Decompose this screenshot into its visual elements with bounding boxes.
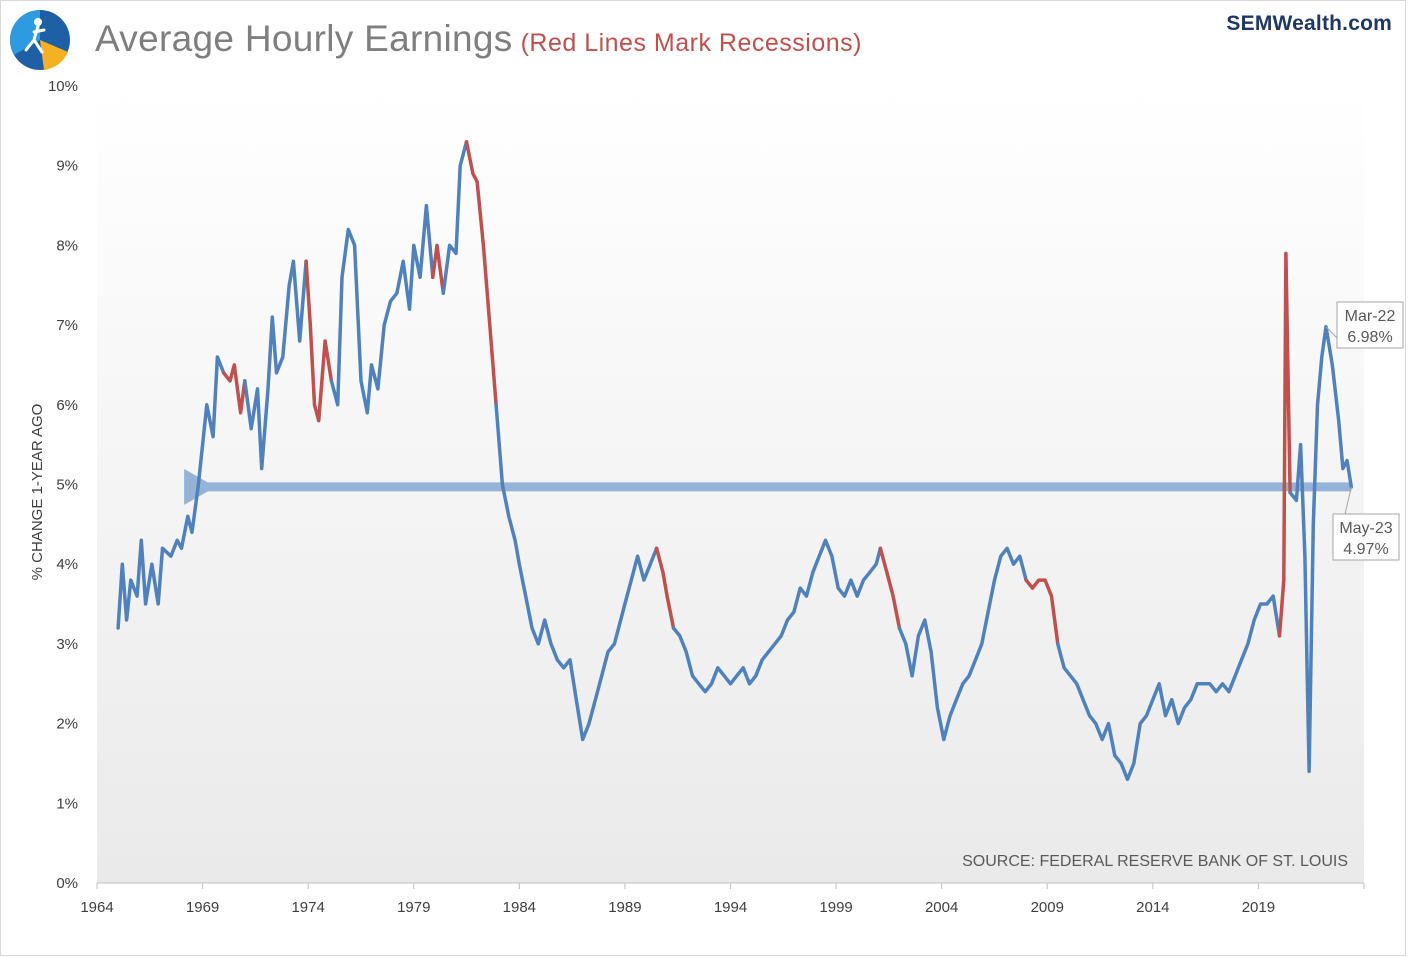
recession-line-segment (1024, 578, 1060, 646)
x-tick-label: 1989 (608, 899, 641, 916)
x-tick-label: 1964 (80, 899, 113, 916)
x-tick-label: 1974 (291, 899, 324, 916)
x-tick-label: 2014 (1136, 899, 1169, 916)
series-line-segment (671, 538, 883, 694)
chart-title: Average Hourly Earnings (Red Lines Mark R… (95, 18, 862, 59)
series-line-segment (1056, 594, 1282, 782)
recession-line-segment (878, 546, 902, 630)
y-tick-label: 6% (56, 397, 78, 414)
x-tick-label: 1994 (714, 899, 747, 916)
y-tick-label: 0% (56, 875, 78, 892)
callout-may-23: May-23 4.97% (1332, 486, 1400, 561)
y-tick-label: 7% (56, 317, 78, 334)
x-tick-label: 1999 (819, 899, 852, 916)
callout-box (1332, 513, 1400, 561)
recession-line-segment (431, 243, 446, 295)
series-line-segment (1288, 324, 1354, 774)
x-tick-label: 2009 (1031, 899, 1064, 916)
x-tick-label: 1979 (397, 899, 430, 916)
recession-line-segment (221, 363, 247, 415)
series-line-segment (441, 140, 469, 295)
callout-date: Mar-22 (1345, 308, 1396, 325)
y-tick-label: 1% (56, 795, 78, 812)
y-tick-label: 4% (56, 556, 78, 573)
brand-label: SEMWealth.com (1226, 12, 1392, 35)
recession-line-segment (464, 140, 498, 407)
series-line-segment (243, 259, 308, 471)
y-tick-label: 3% (56, 636, 78, 653)
recession-line-segment (304, 259, 334, 423)
y-axis-label: % CHANGE 1-YEAR AGO (29, 404, 46, 581)
y-tick-label: 5% (56, 477, 78, 494)
y-tick-label: 2% (56, 716, 78, 733)
y-tick-label: 9% (56, 158, 78, 175)
source-note: SOURCE: FEDERAL RESERVE BANK OF ST. LOUI… (962, 853, 1348, 870)
callout-leader (1344, 486, 1352, 515)
callout-value: 6.98% (1347, 329, 1392, 346)
x-tick-label: 1984 (503, 899, 536, 916)
series-line-segment (116, 355, 226, 630)
series-line-segment (897, 546, 1028, 742)
y-tick-label: 10% (48, 78, 78, 95)
chart-subtitle: (Red Lines Mark Recessions) (520, 29, 862, 57)
callout-value: 4.97% (1343, 541, 1388, 558)
series-line-segment (329, 203, 435, 415)
callout-mar-22: Mar-22 6.98% (1325, 301, 1404, 349)
y-tick-label: 8% (56, 237, 78, 254)
recession-line-segment (1277, 251, 1292, 638)
callout-date: May-23 (1339, 520, 1392, 537)
x-tick-label: 1969 (186, 899, 219, 916)
recession-line-segment (654, 546, 676, 630)
x-tick-label: 2004 (925, 899, 958, 916)
sem-logo-icon (9, 9, 70, 70)
callout-box (1336, 301, 1404, 349)
x-tick-label: 2019 (1242, 899, 1275, 916)
series-line-segment (494, 403, 659, 742)
